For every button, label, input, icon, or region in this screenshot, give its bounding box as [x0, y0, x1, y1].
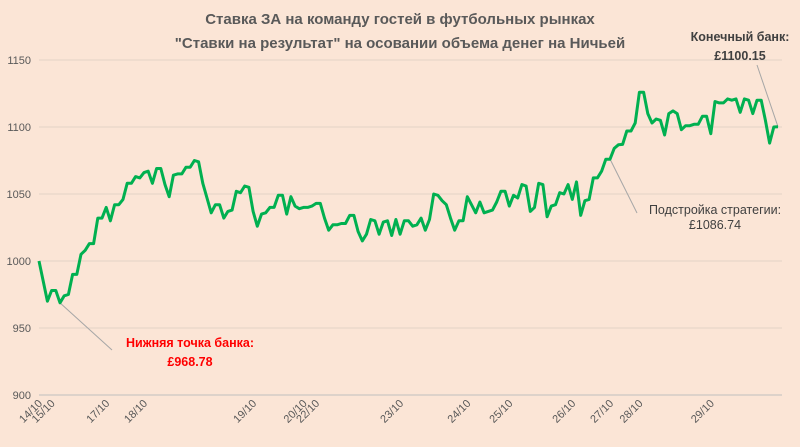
gridlines — [39, 59, 782, 329]
leader-final — [756, 64, 779, 127]
y-tick-label: 900 — [13, 390, 31, 402]
annotation-low-label: Нижняя точка банка: — [126, 336, 254, 350]
y-tick-label: 1050 — [7, 189, 31, 201]
y-tick-label: 1100 — [7, 122, 31, 134]
chart-title-line1: Ставка ЗА на команду гостей в футбольных… — [205, 11, 595, 28]
y-axis-ticks: 900 950 1000 1050 1100 1150 — [7, 55, 31, 402]
annotation-strategy-value: £1086.74 — [689, 218, 741, 232]
chart-title-line2: "Ставки на результат" на осовании объема… — [175, 35, 625, 52]
annotation-low-value: £968.78 — [167, 355, 212, 369]
y-tick-label: 1150 — [7, 55, 31, 67]
y-tick-label: 1000 — [7, 256, 31, 268]
annotation-strategy-label: Подстройка стратегии: — [649, 203, 781, 217]
series-line-bank-balance — [37, 90, 779, 305]
leader-low — [59, 302, 113, 351]
annotation-final-value: £1100.15 — [714, 49, 765, 63]
annotation-leader-lines — [59, 64, 779, 351]
annotation-final-label: Конечный банк: — [691, 30, 790, 44]
leader-strategy — [609, 158, 638, 214]
y-tick-label: 950 — [13, 323, 31, 335]
